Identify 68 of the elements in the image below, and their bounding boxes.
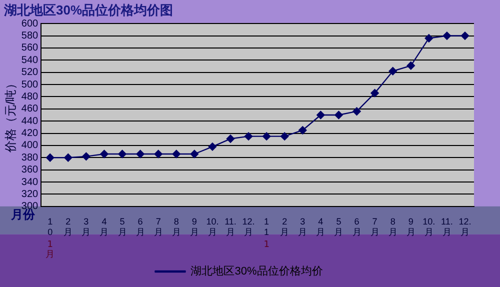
y-axis-title: 价格（元/吨） — [4, 77, 18, 154]
y-tick-label: 560 — [21, 42, 39, 54]
x-tick-label: 2月 — [64, 216, 73, 238]
text: 1 — [264, 240, 270, 250]
x-tick-label: 12.月 — [458, 216, 472, 238]
point — [226, 134, 235, 143]
y-tick-label: 440 — [21, 116, 39, 127]
x-tick-label: 9月 — [190, 216, 199, 238]
x-tick-label: 5月 — [118, 216, 127, 238]
point — [298, 126, 307, 134]
point — [424, 34, 434, 42]
y-tick-label: 540 — [21, 54, 39, 66]
point — [172, 150, 180, 158]
y-tick-label: 580 — [21, 30, 39, 42]
x-tick-label: 10.月 — [422, 216, 436, 238]
point — [100, 150, 108, 158]
point — [460, 32, 470, 40]
point — [136, 150, 144, 158]
x-tick-label: 6月 — [352, 216, 362, 238]
x-tick-label: 11 — [264, 216, 270, 238]
point — [64, 154, 72, 162]
y-tick-label: 380 — [21, 152, 39, 164]
x-tick-label: 2月 — [280, 216, 290, 238]
y-tick-label: 400 — [21, 140, 39, 152]
y-tick-label: 520 — [21, 67, 39, 78]
point — [442, 32, 452, 40]
x-tick-label: 4月 — [100, 216, 109, 238]
x-tick-label: 6月 — [136, 216, 145, 238]
x-tick-label: 10.月 — [206, 216, 219, 238]
point — [280, 132, 289, 140]
x-tick-label: 11.月 — [224, 216, 236, 238]
x-tick-label: 3月 — [82, 216, 91, 238]
point — [370, 88, 379, 98]
point — [190, 150, 199, 158]
x-tick-label: 10 — [48, 216, 53, 238]
point — [352, 107, 361, 116]
y-tick-label: 480 — [21, 91, 39, 102]
y-tick-label: 320 — [21, 188, 39, 200]
x-tick-label: 7月 — [154, 216, 163, 238]
y-tick-label: 340 — [21, 176, 39, 188]
point — [406, 62, 415, 70]
x-tick-label: 5月 — [334, 216, 344, 238]
y-tick-label: 600 — [21, 18, 39, 30]
chart-title: 湖北地区30%品位价格均价图 — [3, 2, 174, 18]
point — [118, 150, 126, 158]
point — [316, 110, 325, 120]
point — [154, 150, 162, 158]
point — [208, 142, 217, 151]
point — [46, 154, 54, 162]
y-tick-label: 500 — [21, 79, 39, 90]
x-tick-label: 8月 — [388, 216, 398, 238]
x-tick-label: 8月 — [172, 216, 181, 238]
x-tick-label: 12.月 — [242, 216, 255, 238]
x-tick-label: 7月 — [370, 216, 380, 238]
point — [262, 132, 271, 140]
point — [334, 110, 343, 120]
point — [388, 67, 397, 76]
point — [82, 152, 90, 161]
x-tick-label: 4月 — [316, 216, 326, 238]
y-tick-label: 460 — [21, 104, 39, 115]
y-tick-label: 360 — [21, 164, 39, 176]
x-tick-label: 3月 — [298, 216, 308, 238]
x-tick-label: 9月 — [406, 216, 416, 238]
point — [244, 132, 253, 140]
text: 1月 — [46, 240, 55, 260]
x-tick-label: 11.月 — [441, 216, 453, 238]
y-tick-label: 420 — [21, 128, 39, 140]
legend-label: 湖北地区30%品位价格均价 — [190, 264, 323, 278]
